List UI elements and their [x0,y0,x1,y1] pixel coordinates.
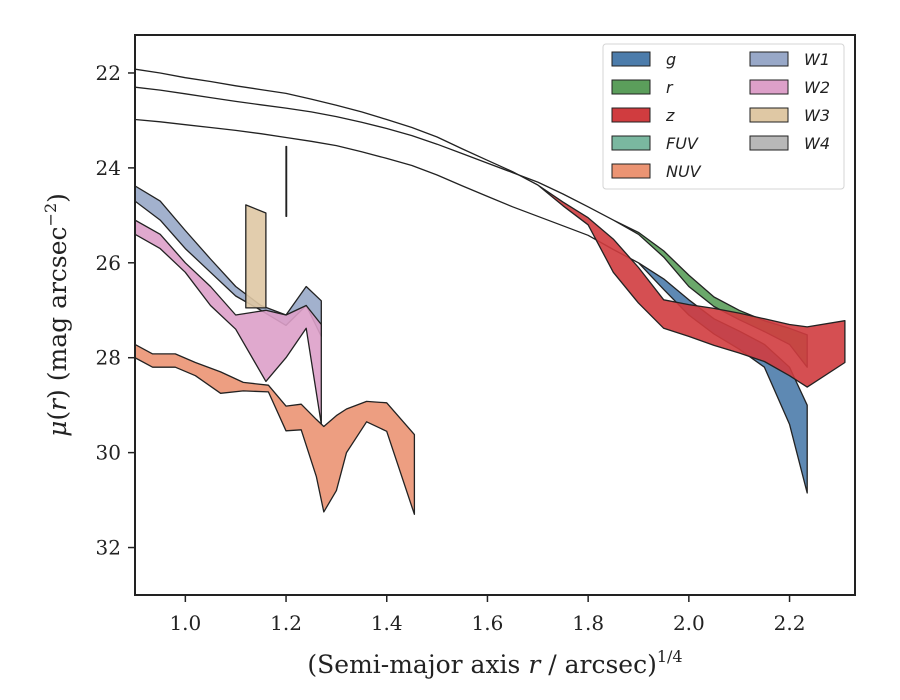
y-axis-title-close: ) [43,193,72,203]
y-axis-title-open: ( [43,411,72,421]
x-tick-label: 1.0 [169,611,201,635]
legend-label-fuv: FUV [666,134,699,153]
band-w3 [245,204,267,309]
y-tick-label: 30 [96,441,121,465]
band-nuv [135,343,416,515]
y-axis-title-r: r [43,397,72,411]
legend-label-r: r [666,78,674,97]
band-w4 [285,145,288,217]
y-tick-label: 24 [96,156,121,180]
legend-label-g: g [666,50,676,69]
x-axis-title-exponent: 1/4 [657,647,683,666]
legend-swatch-w2 [749,79,789,95]
y-axis-title-exponent: −2 [41,203,60,227]
legend-label-w4: W4 [804,134,830,153]
legend-label-w3: W3 [804,106,830,125]
y-axis-title-mu: μ [43,421,72,437]
y-tick-label: 26 [96,251,121,275]
y-tick-label: 28 [96,346,121,370]
band-z [135,68,846,388]
legend: grz FUV NUV W1 W2 W3 W4 [602,43,845,190]
y-axis-title-unit: ) (mag arcsec [43,226,72,399]
x-axis-title: (Semi-major axis r / arcsec)1/4 [307,647,682,679]
legend-swatch-fuv [611,135,651,151]
legend-label-nuv: NUV [666,162,702,181]
x-tick-label: 1.8 [572,611,604,635]
y-axis-title: μ(r) (mag arcsec−2) [41,193,72,437]
legend-swatch-w4 [749,135,789,151]
band-layer [135,68,846,515]
x-tick-label: 2.2 [774,611,806,635]
band-g [135,118,808,494]
x-tick-label: 1.4 [371,611,403,635]
legend-swatch-w3 [749,107,789,123]
x-axis-title-prefix: (Semi-major axis [307,650,528,679]
legend-swatch-nuv [611,163,651,179]
y-tick-label: 22 [96,61,121,85]
x-axis-title-suffix: / arcsec) [540,650,657,679]
legend-label-w2: W2 [804,78,830,97]
legend-swatch-r [611,79,651,95]
x-tick-label: 2.0 [673,611,705,635]
y-tick-label: 32 [96,536,121,560]
legend-swatch-g [611,51,651,67]
legend-swatch-z [611,107,651,123]
y-axis: 22 24 26 28 30 32 [96,61,135,560]
plot-frame [134,34,856,596]
legend-label-w1: W1 [804,50,830,69]
band-w2 [135,219,322,425]
x-tick-label: 1.2 [270,611,302,635]
x-axis-title-var: r [528,650,542,679]
legend-label-z: z [665,106,675,125]
x-tick-label: 1.6 [472,611,504,635]
x-axis: 1.0 1.2 1.4 1.6 1.8 2.0 2.2 [169,595,805,635]
legend-swatch-w1 [749,51,789,67]
